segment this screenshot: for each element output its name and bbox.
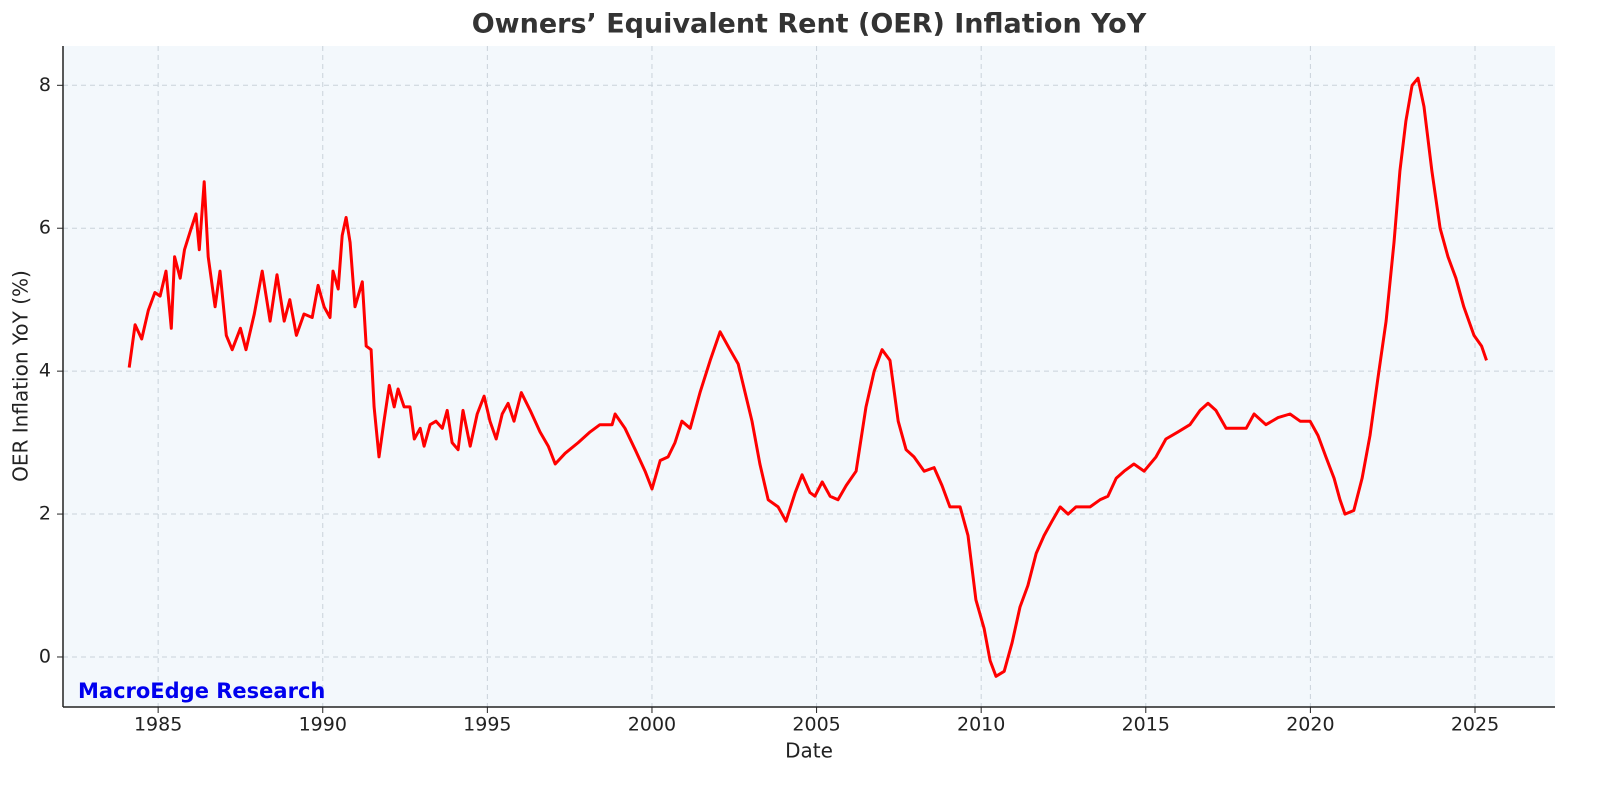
chart-title: Owners’ Equivalent Rent (OER) Inflation … <box>472 9 1147 40</box>
y-tick-label: 6 <box>39 217 51 239</box>
x-tick-label: 1990 <box>299 714 347 736</box>
x-axis-label: Date <box>785 739 833 763</box>
x-tick-label: 1985 <box>134 714 182 736</box>
data-line <box>127 76 1488 678</box>
grid <box>63 46 1555 707</box>
x-tick-label: 2020 <box>1286 714 1334 736</box>
y-tick-label: 0 <box>39 645 51 667</box>
x-tick-label: 2000 <box>628 714 676 736</box>
y-tick-label: 8 <box>39 74 51 96</box>
y-tick-label: 4 <box>39 360 51 382</box>
y-axis-label: OER Inflation YoY (%) <box>9 270 33 482</box>
lines <box>127 76 1488 678</box>
plot-area <box>63 46 1555 707</box>
x-tick-label: 1995 <box>463 714 511 736</box>
x-tick-label: 2005 <box>792 714 840 736</box>
x-tick-label: 2025 <box>1451 714 1499 736</box>
x-tick-label: 2010 <box>957 714 1005 736</box>
x-tick-label: 2015 <box>1122 714 1170 736</box>
watermark: MacroEdge Research <box>78 679 325 703</box>
y-tick-label: 2 <box>39 503 51 525</box>
